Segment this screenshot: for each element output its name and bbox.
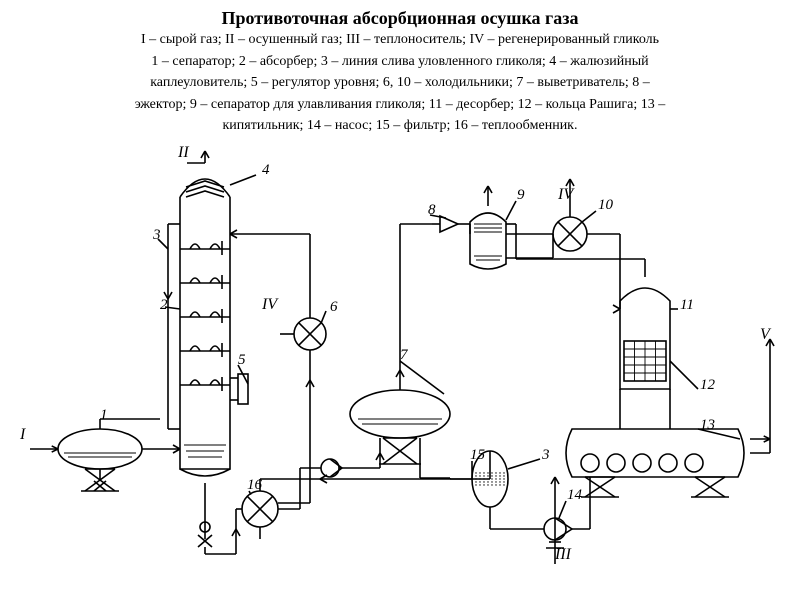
legend-line-3: каплеуловитель; 5 – регулятор уровня; 6,… — [20, 74, 780, 92]
svg-text:III: III — [554, 546, 572, 563]
svg-text:9: 9 — [517, 187, 525, 203]
svg-text:16: 16 — [247, 477, 263, 493]
svg-text:8: 8 — [428, 202, 436, 218]
svg-text:I: I — [19, 426, 26, 443]
svg-text:13: 13 — [700, 417, 715, 433]
svg-text:IV: IV — [557, 186, 575, 203]
diagram: IIIIIIIVIVV123345678910111213141516 — [0, 139, 800, 569]
svg-text:6: 6 — [330, 299, 338, 315]
title: Противоточная абсорбционная осушка газа — [0, 8, 800, 29]
svg-text:12: 12 — [700, 377, 716, 393]
svg-text:3: 3 — [152, 227, 161, 243]
svg-text:10: 10 — [598, 197, 614, 213]
legend-line-2: 1 – сепаратор; 2 – абсорбер; 3 – линия с… — [20, 53, 780, 71]
svg-text:3: 3 — [541, 447, 550, 463]
legend-line-5: кипятильник; 14 – насос; 15 – фильтр; 16… — [20, 117, 780, 135]
svg-text:15: 15 — [470, 447, 486, 463]
svg-text:14: 14 — [567, 487, 583, 503]
svg-text:1: 1 — [100, 407, 108, 423]
svg-text:4: 4 — [262, 162, 270, 178]
svg-text:7: 7 — [400, 347, 409, 363]
svg-text:II: II — [177, 144, 189, 161]
svg-text:2: 2 — [160, 297, 168, 313]
legend-line-1: I – сырой газ; II – осушенный газ; III –… — [20, 31, 780, 49]
legend-line-4: эжектор; 9 – сепаратор для улавливания г… — [20, 96, 780, 114]
svg-text:11: 11 — [680, 297, 694, 313]
svg-text:5: 5 — [238, 352, 246, 368]
svg-text:IV: IV — [261, 296, 279, 313]
